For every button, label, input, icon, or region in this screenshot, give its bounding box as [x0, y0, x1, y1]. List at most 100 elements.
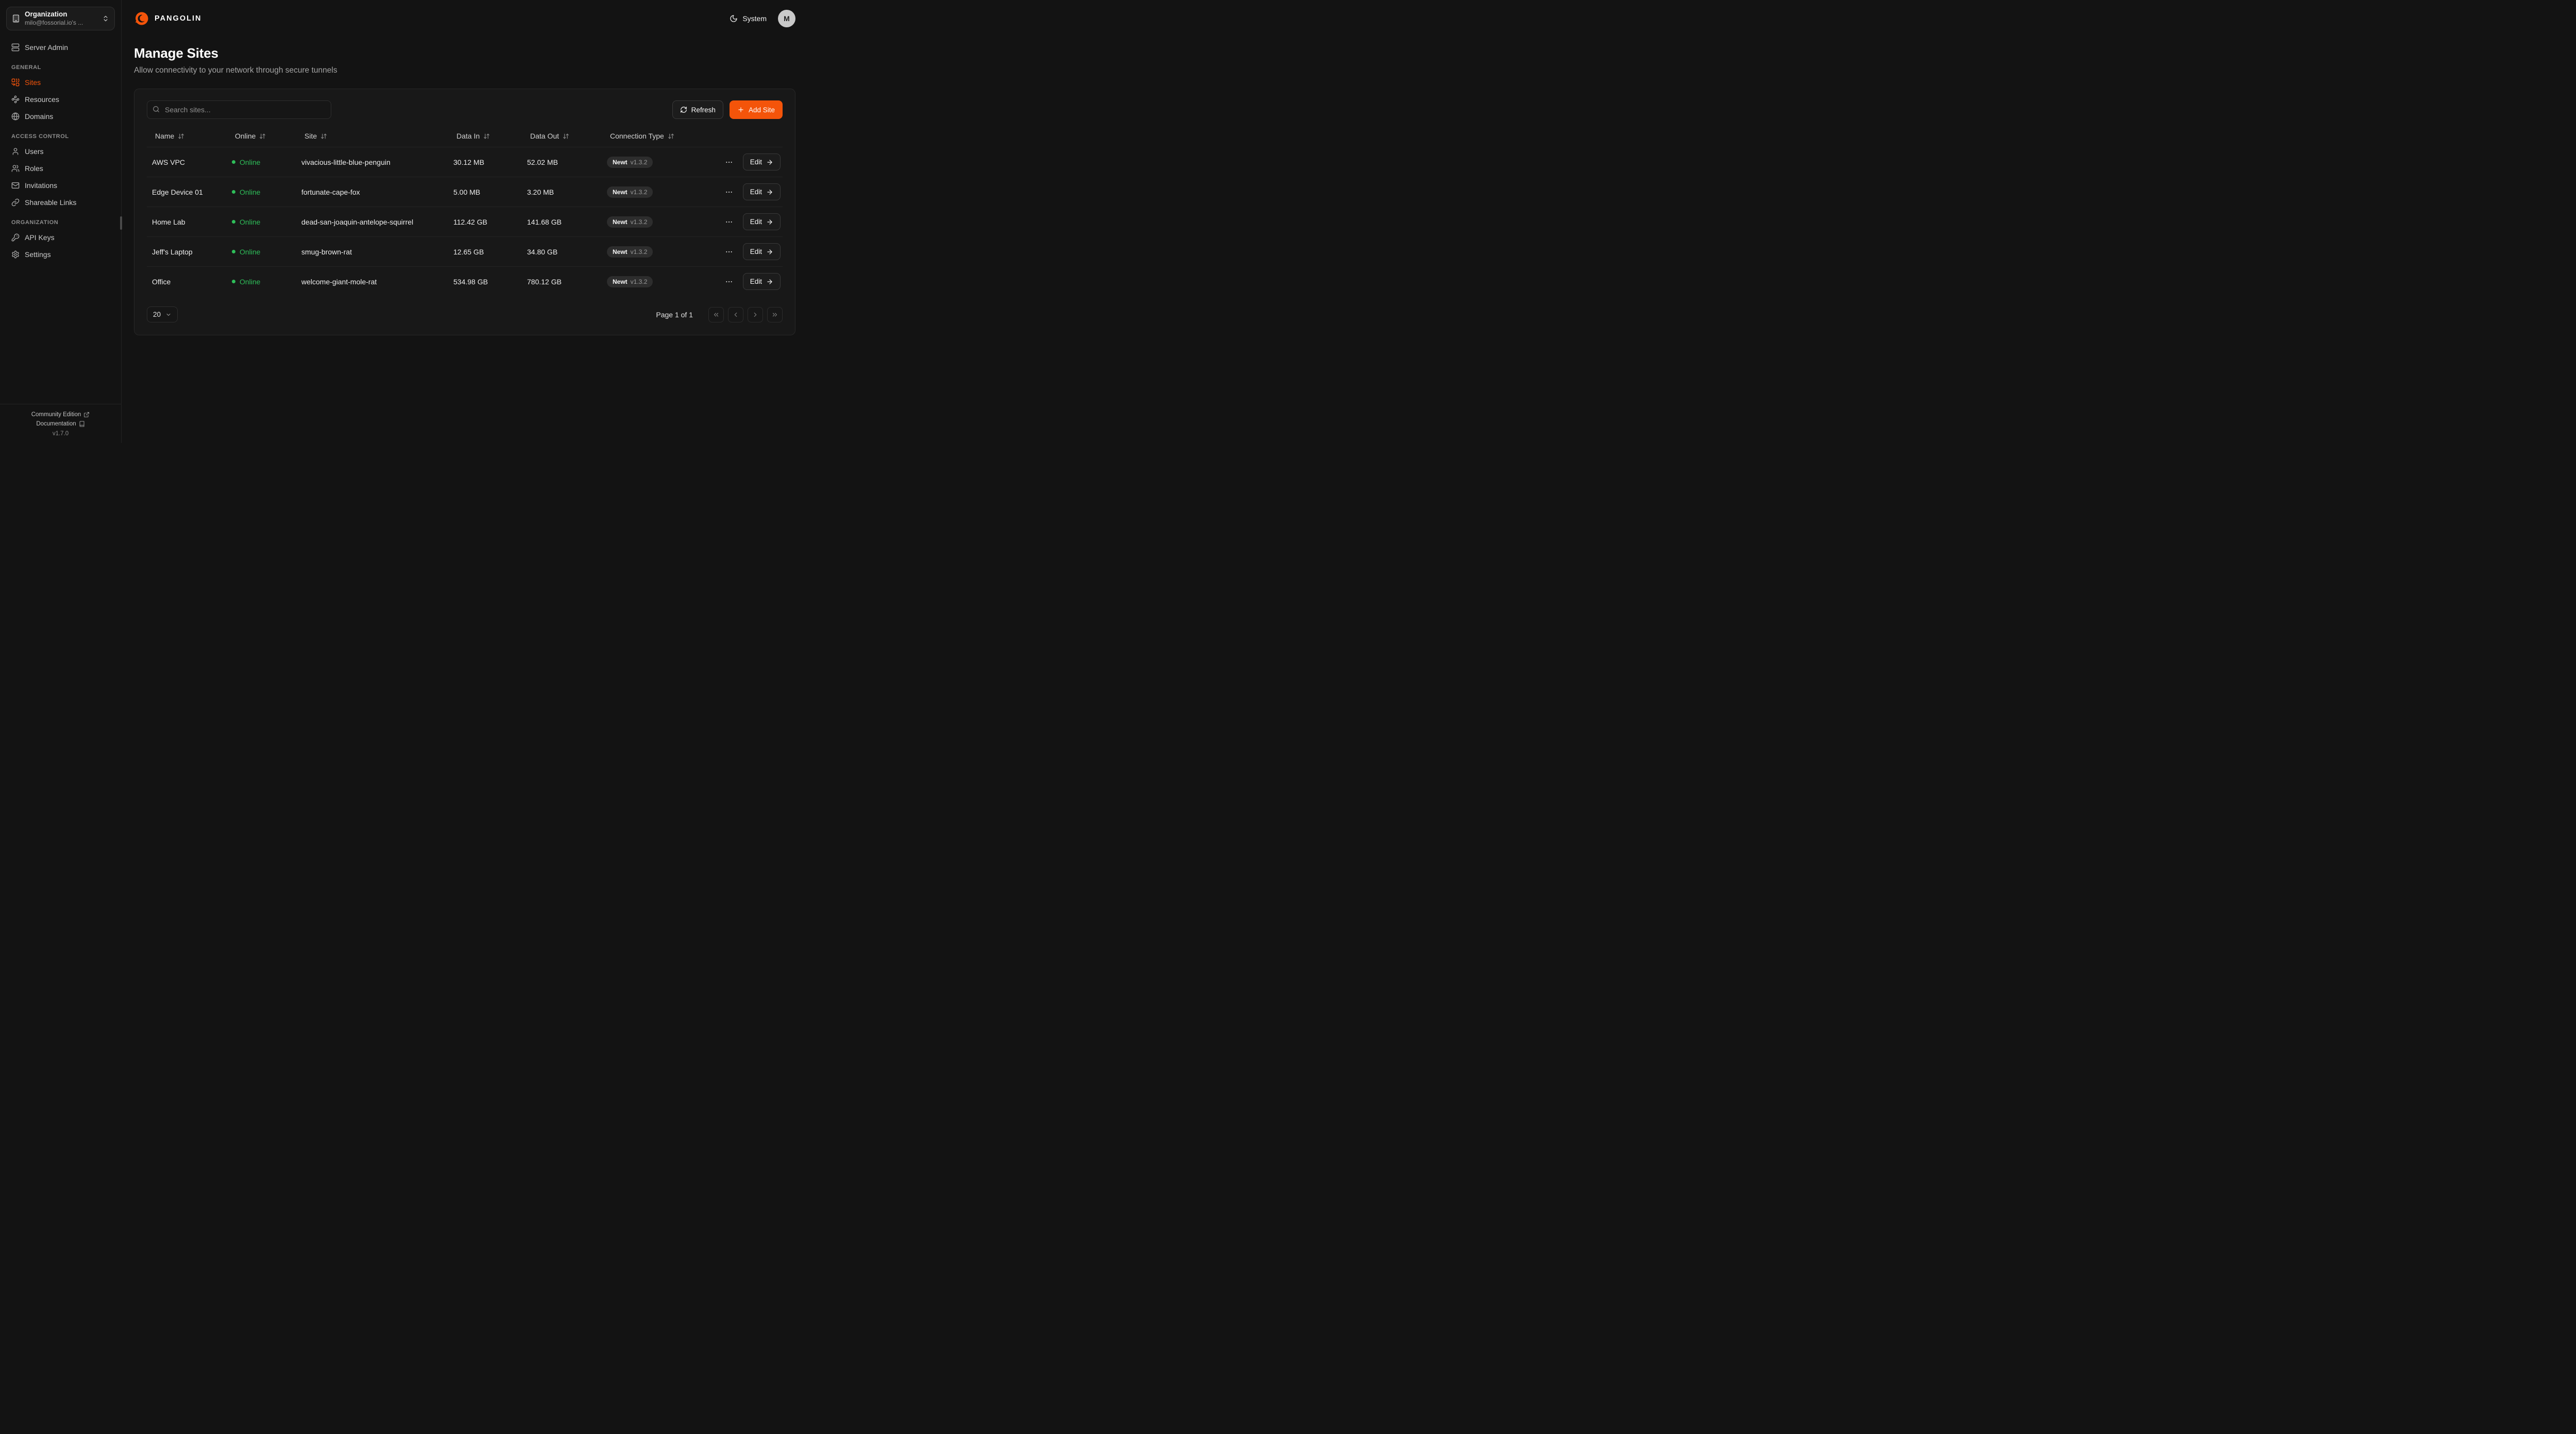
users-icon — [12, 148, 19, 155]
online-status-label: Online — [240, 217, 261, 226]
cell-site: dead-san-joaquin-antelope-squirrel — [301, 217, 414, 226]
chevrons-up-down-icon — [104, 15, 108, 22]
sidebar-item-sites[interactable]: Sites — [6, 75, 115, 90]
online-status-dot — [232, 280, 235, 283]
sidebar-item-label: Roles — [25, 164, 43, 173]
sort-icon — [321, 133, 327, 139]
online-status-dot — [232, 220, 235, 224]
cell-name: AWS VPC — [152, 158, 185, 166]
sidebar-item-domains[interactable]: Domains — [6, 109, 115, 124]
cell-connection-type: Newt v1.3.2 — [602, 178, 718, 207]
add-site-label: Add Site — [748, 106, 775, 114]
refresh-icon — [680, 107, 687, 113]
sort-icon — [178, 133, 184, 139]
column-header-label: Online — [235, 132, 256, 140]
last-page-button[interactable] — [767, 306, 783, 322]
column-header-label: Connection Type — [610, 132, 664, 140]
ellipsis-icon — [726, 281, 732, 282]
ellipsis-icon — [726, 221, 732, 223]
sort-icon — [668, 133, 674, 139]
cell-connection-type: Newt v1.3.2 — [602, 237, 718, 266]
column-header[interactable]: Name — [147, 125, 227, 147]
avatar[interactable]: M — [778, 10, 795, 27]
row-menu-button[interactable] — [723, 276, 735, 288]
edit-button[interactable]: Edit — [742, 183, 781, 200]
ellipsis-icon — [726, 251, 732, 252]
chevron-right-icon — [754, 312, 757, 317]
edit-label: Edit — [750, 218, 762, 226]
online-status-label: Online — [240, 277, 261, 286]
page-size-select[interactable]: 20 — [147, 306, 178, 322]
connection-type-badge: Newt v1.3.2 — [607, 216, 653, 228]
chevron-down-icon — [166, 313, 171, 316]
sidebar-item-invitations[interactable]: Invitations — [6, 178, 115, 193]
card-toolbar: Refresh Add Site — [147, 100, 783, 119]
arrow-right-icon — [767, 279, 772, 284]
cell-data-out: 780.12 GB — [527, 277, 562, 286]
ellipsis-icon — [726, 191, 732, 193]
column-header-label: Data In — [456, 132, 480, 140]
column-header[interactable]: Online — [227, 125, 296, 147]
row-menu-button[interactable] — [723, 216, 735, 228]
row-menu-button[interactable] — [723, 246, 735, 258]
search-wrap — [147, 100, 331, 119]
connection-type-version: v1.3.2 — [630, 248, 648, 255]
column-header[interactable]: Connection Type — [602, 125, 718, 147]
edit-button[interactable]: Edit — [742, 243, 781, 260]
org-selector[interactable]: Organization milo@fossorial.io's ... — [6, 7, 115, 30]
column-header[interactable]: Site — [296, 125, 448, 147]
edit-button[interactable]: Edit — [742, 273, 781, 290]
row-menu-button[interactable] — [723, 156, 735, 168]
cell-data-out: 141.68 GB — [527, 217, 562, 226]
sidebar-item-settings[interactable]: Settings — [6, 247, 115, 262]
edit-button[interactable]: Edit — [742, 153, 781, 170]
settings-icon — [12, 250, 19, 259]
table-row: Home Lab Online dead-san-joaquin-antelop… — [147, 207, 783, 236]
sidebar-item-shareable-links[interactable]: Shareable Links — [6, 195, 115, 210]
sidebar-resize-handle[interactable] — [120, 216, 122, 230]
refresh-label: Refresh — [691, 106, 716, 114]
page-info: Page 1 of 1 — [656, 310, 693, 319]
next-page-button[interactable] — [748, 306, 763, 322]
online-status-dot — [232, 190, 235, 194]
previous-page-button[interactable] — [728, 306, 743, 322]
theme-toggle[interactable]: System — [730, 14, 767, 23]
sidebar-item-users[interactable]: Users — [6, 144, 115, 159]
add-site-button[interactable]: Add Site — [729, 100, 783, 119]
edit-label: Edit — [750, 158, 762, 166]
sidebar-item-label: Sites — [25, 78, 41, 87]
resources-icon — [11, 95, 20, 104]
first-page-button[interactable] — [708, 306, 724, 322]
page-title: Manage Sites — [134, 45, 218, 61]
online-status-label: Online — [240, 158, 261, 166]
cell-online: Online — [227, 269, 296, 295]
sidebar: Organization milo@fossorial.io's ... Ser… — [0, 0, 122, 443]
sidebar-item-label: Users — [25, 147, 44, 156]
sidebar-item-roles[interactable]: Roles — [6, 161, 115, 176]
chevrons-right-icon — [772, 313, 777, 316]
arrow-right-icon — [767, 189, 772, 195]
sidebar-item-label: Settings — [25, 250, 51, 259]
ellipsis-icon — [726, 161, 732, 163]
cell-data-in: 12.65 GB — [453, 247, 484, 256]
community-edition-link[interactable]: Community Edition — [0, 410, 121, 419]
edit-label: Edit — [750, 278, 762, 285]
documentation-link[interactable]: Documentation — [0, 419, 121, 429]
sidebar-item-resources[interactable]: Resources — [6, 92, 115, 107]
search-input[interactable] — [147, 100, 331, 119]
column-header[interactable]: Data In — [448, 125, 522, 147]
cell-data-in: 30.12 MB — [453, 158, 484, 166]
chevron-left-icon — [734, 312, 737, 317]
online-status-label: Online — [240, 247, 261, 256]
edit-button[interactable]: Edit — [742, 213, 781, 230]
sidebar-item-api-keys[interactable]: API Keys — [6, 230, 115, 245]
column-header-label: Site — [304, 132, 317, 140]
table-row: AWS VPC Online vivacious-little-blue-pen… — [147, 147, 783, 177]
sidebar-item-server-admin[interactable]: Server Admin — [6, 40, 115, 55]
connection-type-badge: Newt v1.3.2 — [607, 186, 653, 198]
cell-site: smug-brown-rat — [301, 247, 352, 256]
refresh-button[interactable]: Refresh — [672, 100, 723, 119]
column-header[interactable]: Data Out — [522, 125, 602, 147]
domains-icon — [11, 112, 20, 121]
row-menu-button[interactable] — [723, 186, 735, 198]
